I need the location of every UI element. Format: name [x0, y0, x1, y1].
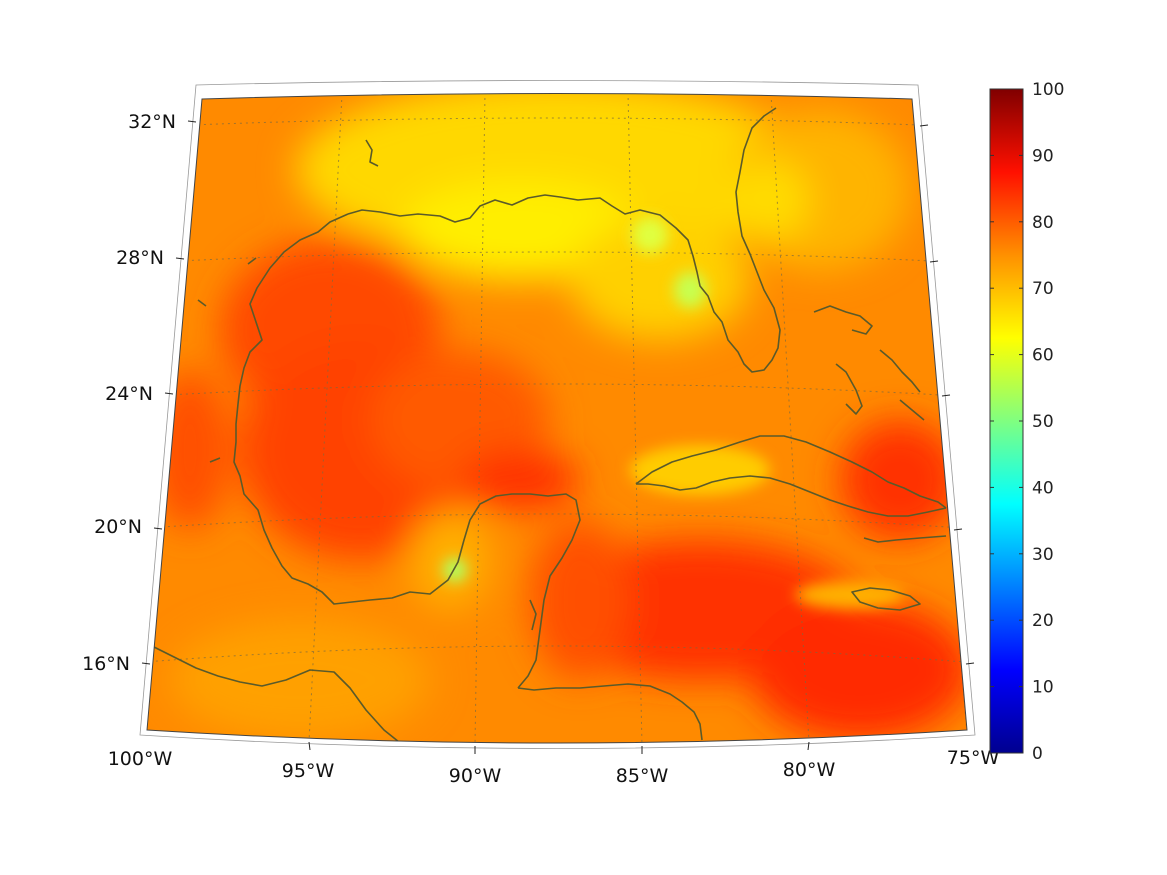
colorbar: 0 10 20 30 40 50 60 70 80 90 100	[989, 80, 1064, 764]
frame-tick	[153, 527, 163, 530]
lat-label-16n: 16°N	[82, 653, 130, 675]
lon-label-80w: 80°W	[783, 759, 836, 781]
lon-label-75w: 75°W	[947, 747, 1000, 769]
lon-label-95w: 95°W	[282, 760, 335, 782]
coastlines	[151, 107, 947, 743]
heat-field	[147, 93, 967, 743]
graticule-parallel	[147, 251, 967, 265]
frame-tick	[164, 392, 174, 395]
graticule-parallel	[147, 645, 967, 665]
colorbar-tick-label-0: 0	[1032, 744, 1043, 764]
graticule-meridian	[770, 93, 810, 743]
frame-tick	[187, 120, 197, 123]
colorbar-tick-label-70: 70	[1032, 279, 1054, 299]
frame-tick	[941, 394, 951, 397]
graticule-meridian	[627, 93, 643, 743]
frame-tick	[953, 528, 963, 531]
lat-label-28n: 28°N	[116, 247, 164, 269]
coastline-pacific	[151, 645, 405, 743]
colorbar-tick-label-30: 30	[1032, 545, 1054, 565]
colorbar-tick-label-60: 60	[1032, 346, 1054, 366]
colorbar-tick-label-80: 80	[1032, 213, 1054, 233]
coastline-yucatan-keys	[197, 257, 537, 631]
lon-label-90w: 90°W	[449, 765, 502, 787]
frame-tick	[308, 741, 311, 751]
lon-label-85w: 85°W	[616, 765, 669, 787]
graticule-parallel	[147, 383, 967, 399]
graticule-parallel	[147, 117, 967, 129]
graticule-meridian	[474, 93, 486, 743]
colorbar-tick-label-20: 20	[1032, 611, 1054, 631]
lat-label-24n: 24°N	[105, 383, 153, 405]
colorbar-tick-label-10: 10	[1032, 678, 1054, 698]
coastline-cuba	[635, 435, 947, 509]
coastline-gulf	[347, 107, 781, 373]
map-frame	[146, 93, 968, 744]
graticule-parallel	[147, 513, 967, 531]
coastline-jamaica	[851, 587, 921, 611]
frame-tick	[929, 260, 939, 263]
lon-label-100w: 100°W	[108, 748, 173, 770]
frame-tick	[175, 257, 185, 260]
colorbar-tick-label-100: 100	[1032, 80, 1064, 100]
frame-tick	[965, 662, 975, 665]
coastline-cuba-south	[636, 475, 947, 517]
colorbar-tick-label-90: 90	[1032, 146, 1054, 166]
colorbar-gradient	[989, 88, 1024, 754]
frame-tick	[141, 662, 151, 665]
colorbar-tick-label-50: 50	[1032, 412, 1054, 432]
graticule-meridian	[308, 93, 343, 743]
axis-ticks	[141, 120, 975, 754]
frame-tick	[807, 741, 810, 751]
longitude-labels: 100°W 95°W 90°W 85°W 80°W 75°W	[108, 747, 1000, 787]
latitude-labels: 32°N 28°N 24°N 20°N 16°N	[82, 111, 176, 675]
coastline-lake	[365, 139, 379, 167]
coastline-bahamas	[813, 305, 925, 421]
coastline-mexico-west	[233, 213, 581, 689]
map-frame-outer	[139, 80, 976, 749]
lat-label-20n: 20°N	[94, 516, 142, 538]
frame-tick	[919, 124, 929, 127]
coastline-central-america	[517, 683, 703, 741]
coastline-hispaniola	[863, 535, 947, 543]
colorbar-tick-label-40: 40	[1032, 478, 1054, 498]
lat-label-32n: 32°N	[128, 111, 176, 133]
